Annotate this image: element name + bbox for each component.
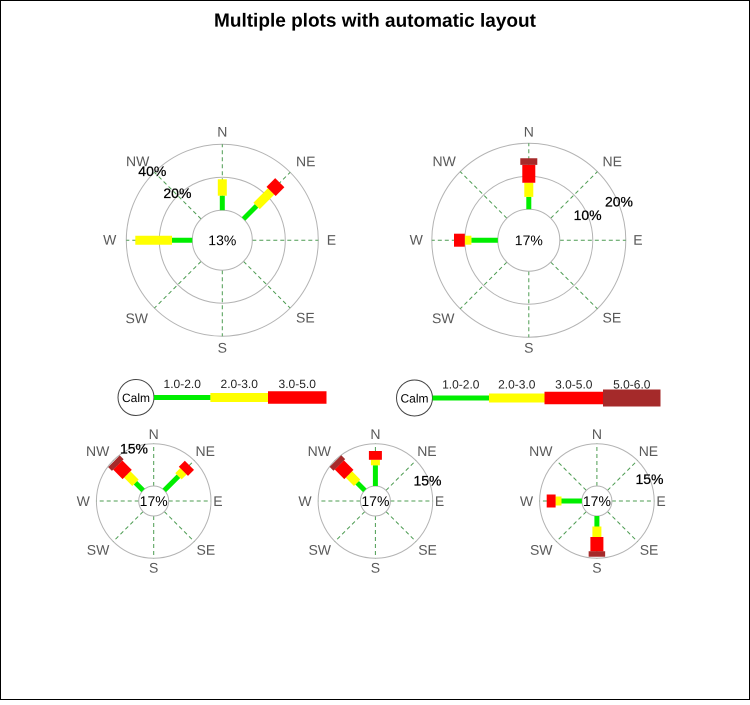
svg-text:W: W xyxy=(77,493,91,509)
svg-text:2.0-3.0: 2.0-3.0 xyxy=(498,377,536,391)
svg-text:40%: 40% xyxy=(138,163,166,179)
svg-text:W: W xyxy=(298,493,312,509)
svg-text:NW: NW xyxy=(432,153,456,169)
svg-text:15%: 15% xyxy=(413,472,441,488)
svg-text:N: N xyxy=(149,426,159,442)
svg-text:NW: NW xyxy=(86,443,110,459)
svg-text:S: S xyxy=(371,560,380,576)
svg-text:17%: 17% xyxy=(515,232,543,248)
svg-text:E: E xyxy=(213,493,222,509)
svg-text:W: W xyxy=(103,232,117,248)
svg-text:SW: SW xyxy=(432,310,455,326)
svg-text:5.0-6.0: 5.0-6.0 xyxy=(613,377,651,391)
svg-text:1.0-2.0: 1.0-2.0 xyxy=(442,377,480,391)
svg-text:20%: 20% xyxy=(605,194,633,210)
svg-text:17%: 17% xyxy=(583,493,611,509)
svg-text:1.0-2.0: 1.0-2.0 xyxy=(164,377,202,391)
svg-text:NW: NW xyxy=(308,443,332,459)
svg-text:N: N xyxy=(524,124,534,140)
svg-text:SE: SE xyxy=(418,542,437,558)
svg-text:2.0-3.0: 2.0-3.0 xyxy=(221,377,259,391)
svg-text:Multiple plots with automatic: Multiple plots with automatic layout xyxy=(214,11,537,32)
svg-text:NE: NE xyxy=(602,153,621,169)
svg-text:SW: SW xyxy=(530,542,553,558)
svg-text:E: E xyxy=(656,493,665,509)
svg-text:SW: SW xyxy=(87,542,110,558)
svg-text:W: W xyxy=(520,493,534,509)
svg-text:10%: 10% xyxy=(574,207,602,223)
svg-text:17%: 17% xyxy=(361,493,389,509)
svg-text:E: E xyxy=(435,493,444,509)
svg-text:Calm: Calm xyxy=(400,391,428,405)
svg-text:15%: 15% xyxy=(120,441,148,457)
svg-text:NE: NE xyxy=(639,443,658,459)
svg-text:3.0-5.0: 3.0-5.0 xyxy=(555,377,593,391)
svg-text:SE: SE xyxy=(296,310,315,326)
svg-text:SW: SW xyxy=(308,542,331,558)
svg-text:N: N xyxy=(592,426,602,442)
svg-text:15%: 15% xyxy=(635,471,663,487)
svg-text:SW: SW xyxy=(125,310,148,326)
svg-text:N: N xyxy=(370,426,380,442)
svg-text:E: E xyxy=(327,232,336,248)
svg-text:NW: NW xyxy=(126,153,150,169)
svg-text:S: S xyxy=(524,340,533,356)
svg-text:3.0-5.0: 3.0-5.0 xyxy=(279,377,317,391)
svg-text:NW: NW xyxy=(529,443,553,459)
svg-text:NE: NE xyxy=(417,443,436,459)
svg-text:Calm: Calm xyxy=(122,391,150,405)
svg-text:W: W xyxy=(410,232,424,248)
svg-text:17%: 17% xyxy=(140,493,168,509)
svg-text:NE: NE xyxy=(296,153,315,169)
svg-text:13%: 13% xyxy=(208,232,236,248)
svg-text:S: S xyxy=(218,340,227,356)
svg-text:NE: NE xyxy=(195,443,214,459)
svg-text:S: S xyxy=(592,560,601,576)
svg-text:SE: SE xyxy=(196,542,215,558)
svg-text:SE: SE xyxy=(602,310,621,326)
svg-text:SE: SE xyxy=(640,542,659,558)
svg-text:S: S xyxy=(149,560,158,576)
svg-text:N: N xyxy=(217,124,227,140)
svg-text:20%: 20% xyxy=(163,185,191,201)
svg-text:E: E xyxy=(633,232,642,248)
